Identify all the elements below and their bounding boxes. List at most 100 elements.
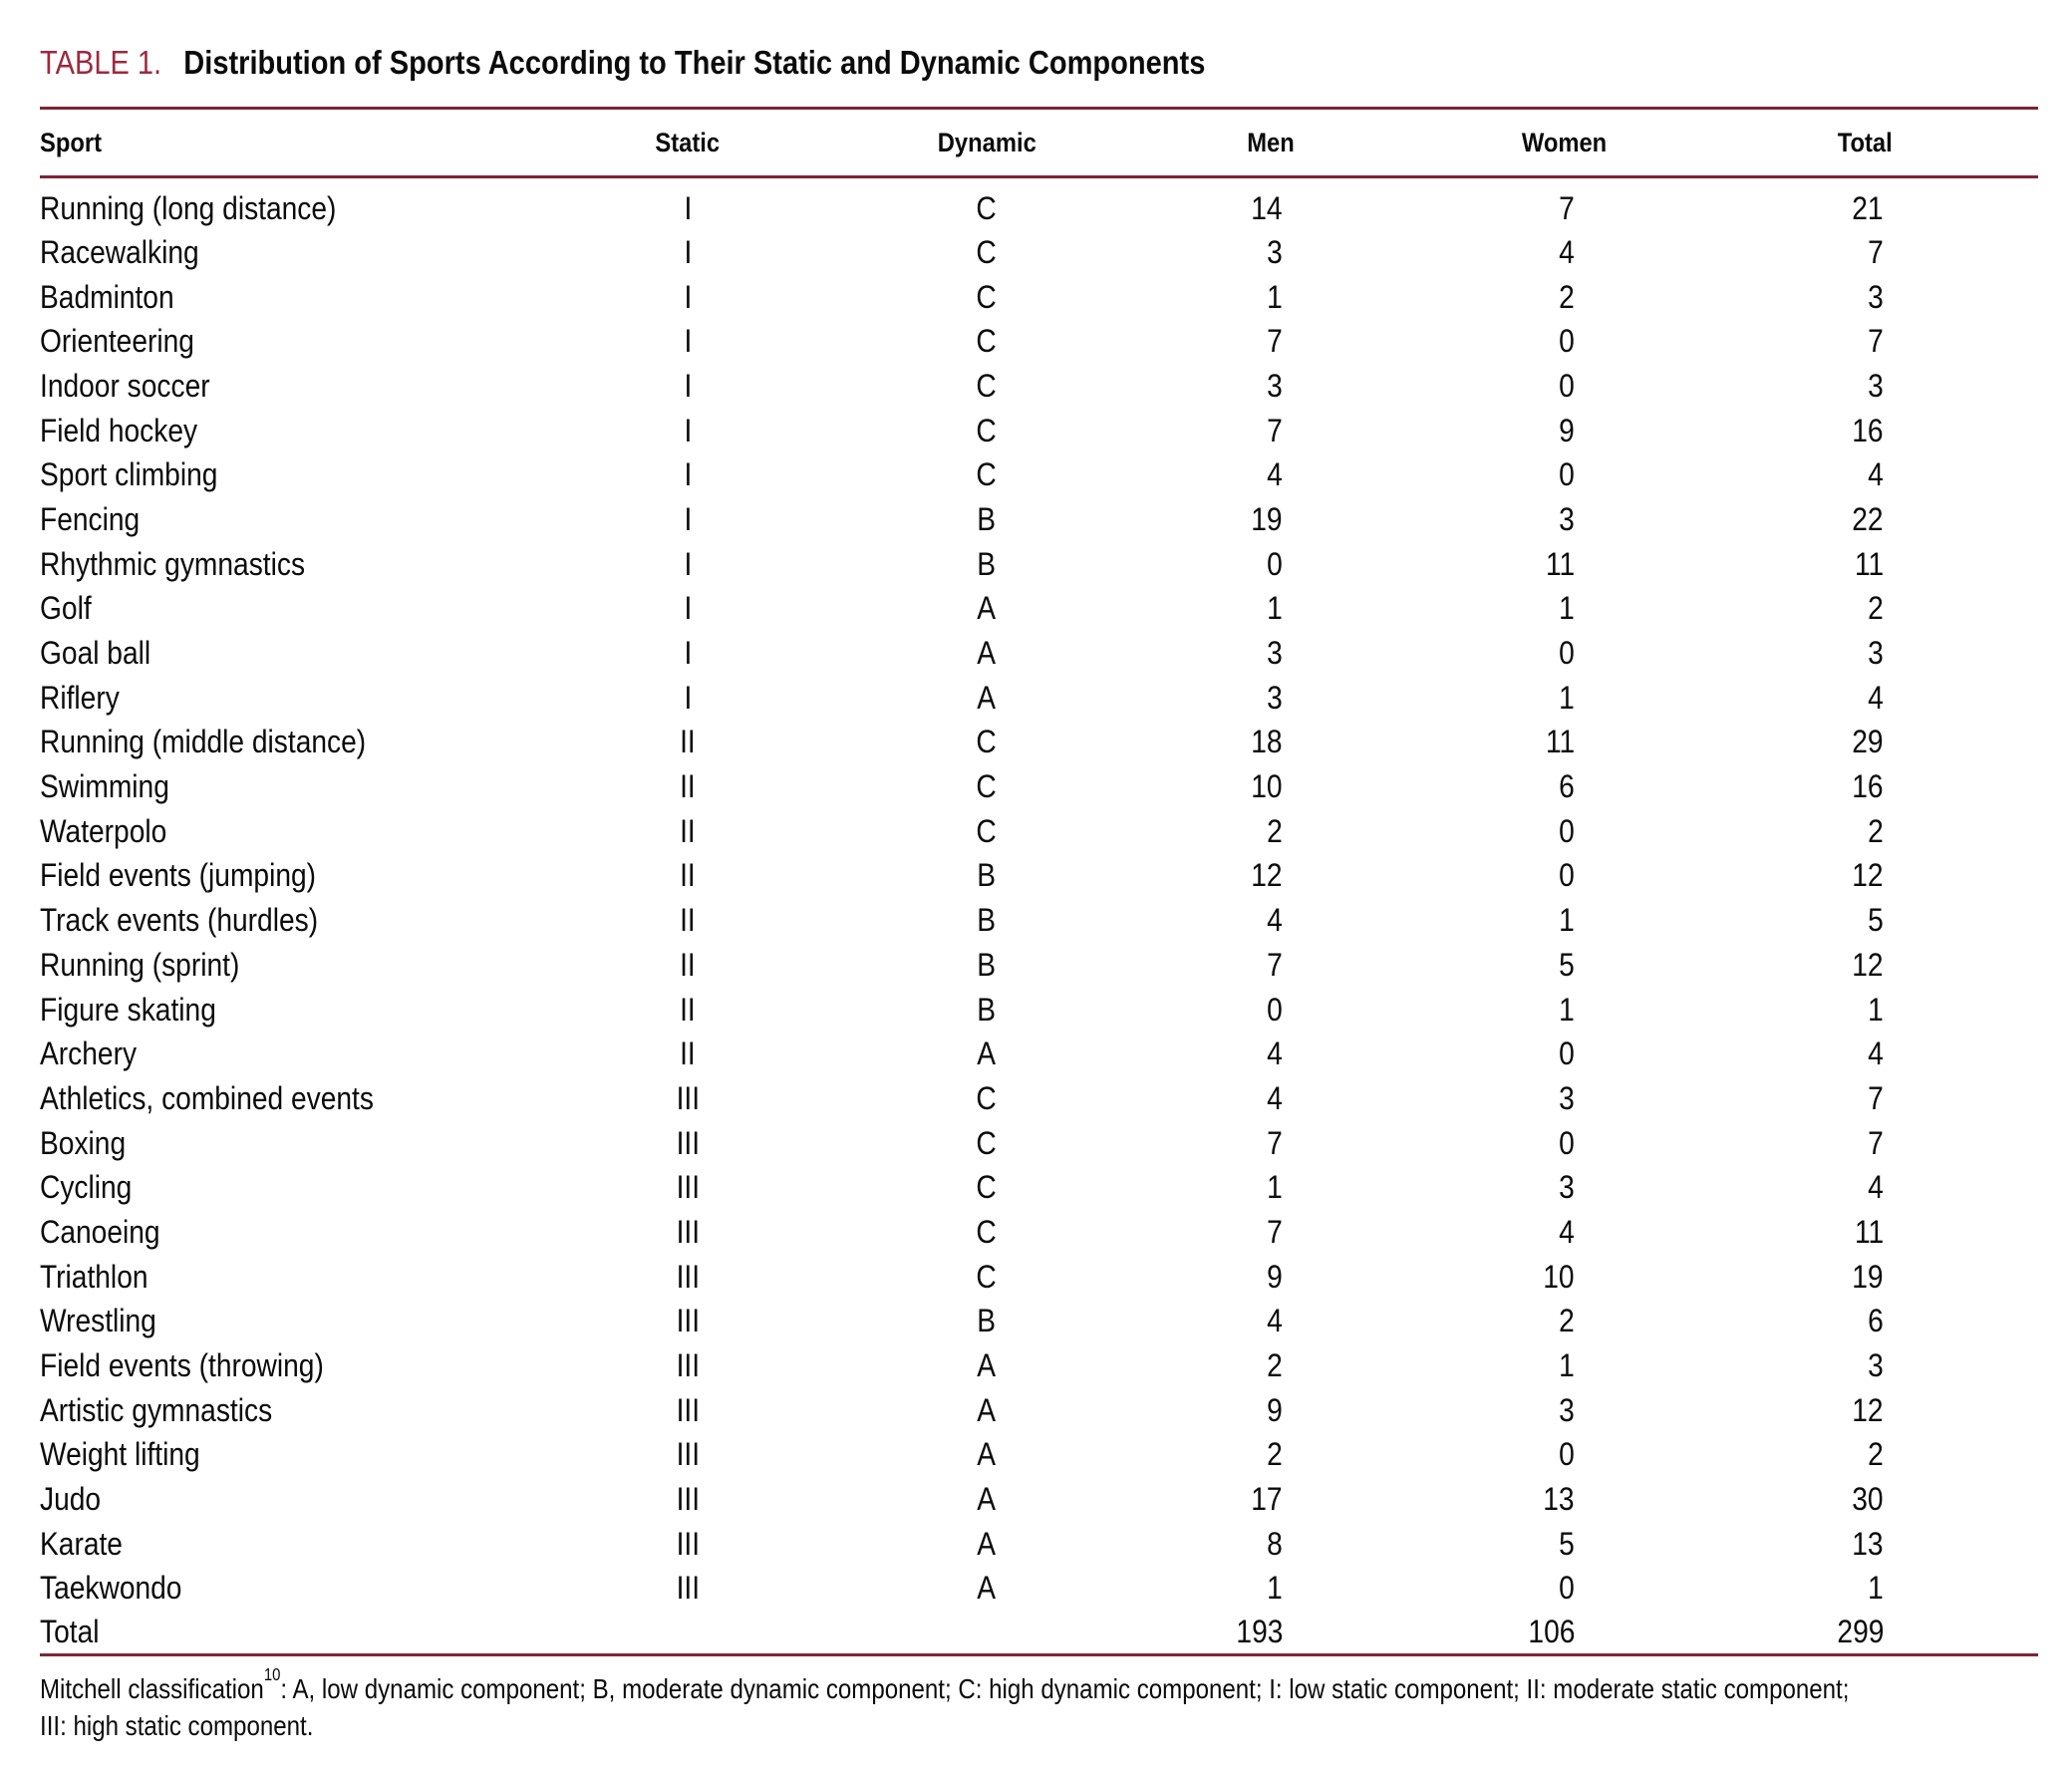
sport-name-cell-value: Sport climbing — [40, 456, 218, 493]
total-count-cell-value: 7 — [1868, 323, 1884, 360]
men-count-cell: 193 — [1103, 1611, 1438, 1655]
page-title: Distribution of Sports According to Thei… — [183, 44, 1206, 81]
dynamic-component-cell-value: C — [976, 323, 998, 360]
men-count-cell: 18 — [1103, 720, 1438, 764]
women-count-cell-value: 1 — [1559, 590, 1575, 627]
table-row: Running (long distance) I C 14 7 21 — [40, 177, 2038, 230]
sport-name-cell: Artistic gymnastics — [40, 1387, 505, 1432]
dynamic-component-cell: B — [870, 987, 1103, 1032]
sport-name-cell: Running (long distance) — [40, 177, 505, 230]
static-component-cell-value: I — [684, 233, 692, 270]
static-component-cell: III — [505, 1299, 870, 1343]
column-header-men-label: Men — [1247, 127, 1295, 157]
women-count-cell: 106 — [1438, 1611, 1691, 1655]
dynamic-component-cell: A — [870, 1343, 1103, 1388]
women-count-cell-value: 0 — [1559, 857, 1575, 894]
dynamic-component-cell: A — [870, 631, 1103, 676]
women-count-cell-value: 3 — [1559, 1391, 1575, 1428]
static-component-cell: III — [505, 1387, 870, 1432]
total-count-cell-value: 11 — [1854, 1213, 1884, 1250]
dynamic-component-cell-value: A — [977, 1570, 997, 1607]
men-count-cell-value: 9 — [1267, 1391, 1283, 1428]
women-count-cell-value: 1 — [1559, 679, 1575, 716]
women-count-cell-value: 9 — [1559, 412, 1575, 448]
static-component-cell-value: II — [680, 902, 696, 939]
men-count-cell: 7 — [1103, 1210, 1438, 1255]
men-count-cell-value: 1 — [1267, 278, 1283, 315]
men-count-cell-value: 19 — [1251, 500, 1283, 537]
table-row: Cycling III C 1 3 4 — [40, 1165, 2038, 1210]
total-count-cell: 3 — [1691, 1343, 2038, 1388]
total-count-cell: 7 — [1691, 230, 2038, 275]
table-row: Goal ball I A 3 0 3 — [40, 631, 2038, 676]
dynamic-component-cell-value: A — [977, 1436, 997, 1473]
men-count-cell: 2 — [1103, 1432, 1438, 1477]
total-count-cell: 7 — [1691, 1120, 2038, 1165]
total-count-cell-value: 6 — [1868, 1303, 1884, 1339]
static-component-cell: II — [505, 853, 870, 898]
dynamic-component-cell-value: C — [976, 278, 998, 315]
sport-name-cell: Field events (jumping) — [40, 853, 505, 898]
sport-name-cell: Canoeing — [40, 1210, 505, 1255]
sport-name-cell: Running (sprint) — [40, 943, 505, 988]
dynamic-component-cell-value: B — [977, 1303, 997, 1339]
sport-name-cell-value: Riflery — [40, 679, 120, 716]
men-count-cell: 9 — [1103, 1387, 1438, 1432]
dynamic-component-cell-value: C — [976, 812, 998, 849]
sport-name-cell-value: Total — [40, 1614, 100, 1650]
women-count-cell: 13 — [1438, 1477, 1691, 1522]
sport-name-cell-value: Rhythmic gymnastics — [40, 545, 306, 582]
total-count-cell: 3 — [1691, 274, 2038, 319]
static-component-cell: III — [505, 1254, 870, 1299]
women-count-cell: 3 — [1438, 1165, 1691, 1210]
men-count-cell: 4 — [1103, 898, 1438, 943]
sport-name-cell: Cycling — [40, 1165, 505, 1210]
sport-name-cell: Rhythmic gymnastics — [40, 541, 505, 586]
total-count-cell-value: 11 — [1854, 545, 1884, 582]
dynamic-component-cell-value: B — [977, 545, 997, 582]
static-component-cell-value: II — [680, 768, 696, 805]
sport-name-cell-value: Track events (hurdles) — [40, 902, 319, 939]
dynamic-component-cell: B — [870, 898, 1103, 943]
column-header-total: Total — [1691, 109, 2038, 177]
sport-name-cell: Sport climbing — [40, 452, 505, 497]
sport-name-cell-value: Waterpolo — [40, 812, 167, 849]
static-component-cell-value: III — [676, 1436, 700, 1473]
men-count-cell: 9 — [1103, 1254, 1438, 1299]
table-row: Track events (hurdles) II B 4 1 5 — [40, 898, 2038, 943]
men-count-cell-value: 3 — [1267, 367, 1283, 404]
static-component-cell: III — [505, 1210, 870, 1255]
women-count-cell-value: 1 — [1559, 1347, 1575, 1384]
sport-name-cell: Goal ball — [40, 631, 505, 676]
total-count-cell: 5 — [1691, 898, 2038, 943]
women-count-cell: 3 — [1438, 497, 1691, 542]
men-count-cell-value: 14 — [1251, 189, 1283, 226]
total-count-cell: 2 — [1691, 808, 2038, 853]
table-row: Fencing I B 19 3 22 — [40, 497, 2038, 542]
dynamic-component-cell: A — [870, 586, 1103, 631]
footnote-text-line2: III: high static component. — [40, 1710, 314, 1741]
sport-name-cell: Figure skating — [40, 987, 505, 1032]
static-component-cell: I — [505, 586, 870, 631]
men-count-cell-value: 7 — [1267, 1124, 1283, 1161]
women-count-cell: 4 — [1438, 1210, 1691, 1255]
static-component-cell-value: I — [684, 189, 692, 226]
total-count-cell-value: 3 — [1868, 635, 1884, 672]
table-row: Field hockey I C 7 9 16 — [40, 408, 2038, 452]
dynamic-component-cell-value: A — [977, 1391, 997, 1428]
women-count-cell-value: 0 — [1559, 367, 1575, 404]
sport-name-cell: Total — [40, 1611, 505, 1655]
women-count-cell: 0 — [1438, 853, 1691, 898]
total-count-cell-value: 29 — [1852, 724, 1884, 760]
static-component-cell: III — [505, 1165, 870, 1210]
total-count-cell-value: 4 — [1868, 456, 1884, 493]
sport-name-cell-value: Figure skating — [40, 991, 216, 1028]
men-count-cell-value: 3 — [1267, 635, 1283, 672]
women-count-cell: 5 — [1438, 943, 1691, 988]
men-count-cell: 4 — [1103, 1076, 1438, 1121]
dynamic-component-cell-value: A — [977, 1035, 997, 1072]
static-component-cell-value: III — [676, 1525, 700, 1562]
static-component-cell-value: II — [680, 946, 696, 983]
women-count-cell-value: 6 — [1559, 768, 1575, 805]
sport-name-cell-value: Swimming — [40, 768, 169, 805]
